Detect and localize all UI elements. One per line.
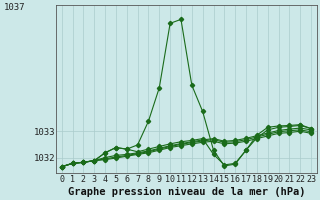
Text: 1037: 1037	[4, 3, 25, 12]
X-axis label: Graphe pression niveau de la mer (hPa): Graphe pression niveau de la mer (hPa)	[68, 186, 305, 197]
